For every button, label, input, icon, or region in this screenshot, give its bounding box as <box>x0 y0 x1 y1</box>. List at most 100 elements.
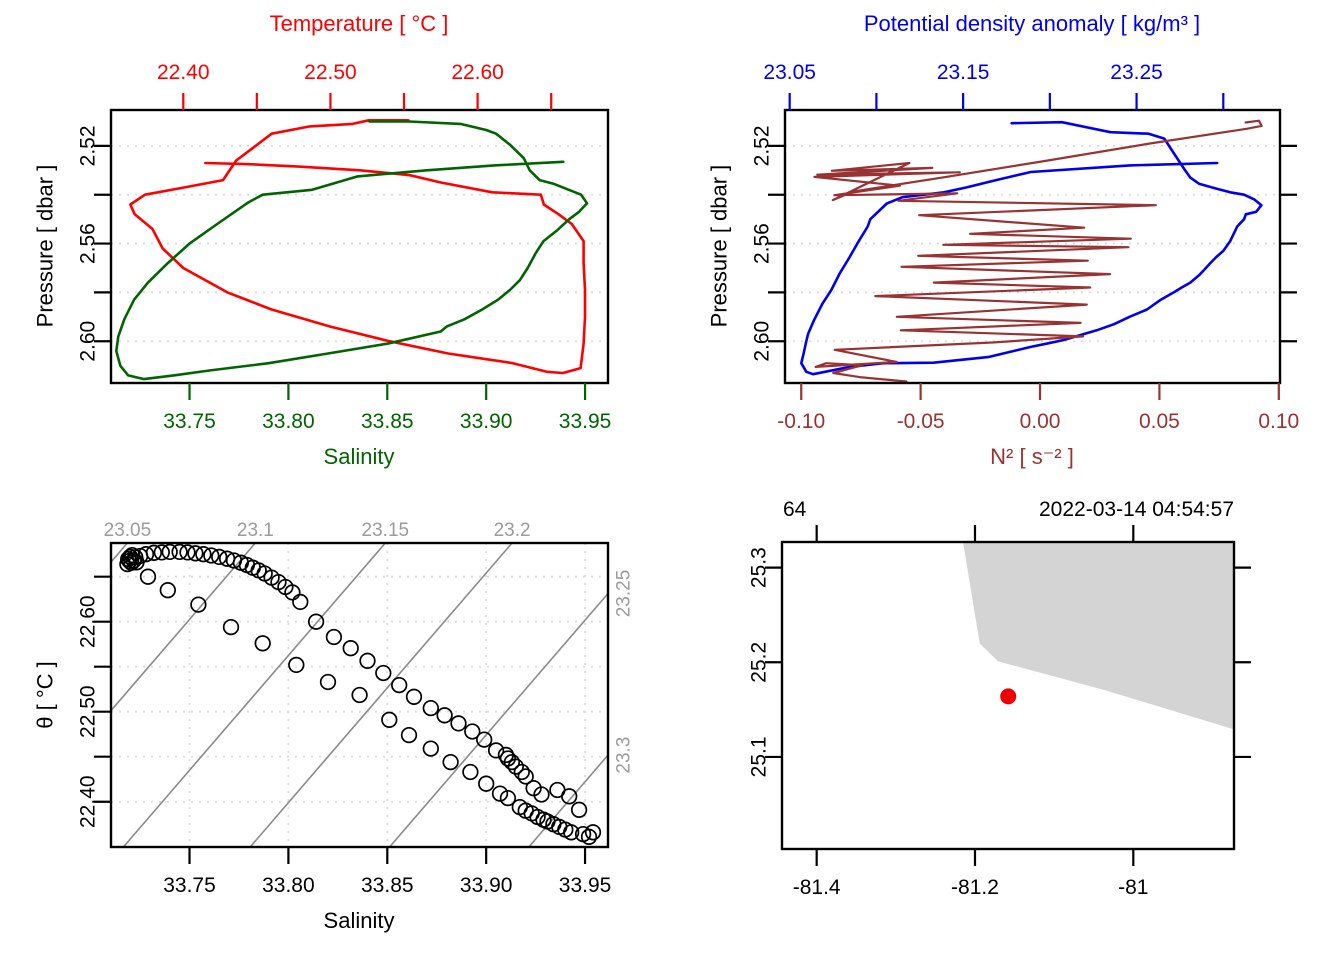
plot-box <box>783 108 1282 385</box>
potential-density-anomaly-curve <box>800 120 1263 376</box>
bottom-axis-tick-label: 0.05 <box>1139 410 1180 433</box>
data-point <box>203 547 220 564</box>
plot-area-map: -81.4 -81.2 -81 25.1 25.2 25.3 <box>747 525 1251 899</box>
salinity-axis-title: Salinity <box>324 444 395 469</box>
salinity-curve <box>115 120 589 381</box>
data-point <box>153 544 170 561</box>
left-axis-tick-label: 2.52 <box>750 125 773 166</box>
left-axis-tick-label: 22.60 <box>76 595 99 648</box>
land-polygon <box>963 542 1234 730</box>
data-point <box>442 753 459 771</box>
data-point <box>195 546 212 563</box>
data-point <box>292 593 309 611</box>
data-point <box>139 568 157 585</box>
bottom-axis-tick-label: 33.75 <box>163 874 216 897</box>
data-point <box>319 673 337 691</box>
data-point <box>307 613 325 630</box>
isopycnal-line <box>110 542 256 712</box>
data-point <box>584 824 602 841</box>
data-point <box>491 785 509 802</box>
bottom-axis-tick-label: 0.00 <box>1020 410 1061 433</box>
left-axis-tick-label: 22.50 <box>76 685 99 738</box>
isopycnal-line <box>528 754 609 848</box>
isopycnal-line <box>249 542 513 848</box>
data-point <box>436 707 453 724</box>
plot-area-profile-ts: 22.40 22.50 22.60 33.75 33.80 33.85 33.90 33.95… <box>76 61 611 433</box>
data-point <box>405 688 423 705</box>
data-point <box>422 740 439 757</box>
data-point <box>284 584 301 601</box>
isopycnal-label: 23.05 <box>104 520 152 541</box>
bottom-axis-tick-label: -81.4 <box>793 876 841 899</box>
top-axis-tick-label: 22.40 <box>157 61 210 84</box>
isopycnal-line <box>110 542 129 563</box>
data-point <box>476 731 493 748</box>
data-point <box>145 544 163 561</box>
data-point <box>161 543 178 561</box>
top-axis-tick-label: 23.25 <box>1110 61 1163 84</box>
isopycnal-label: 23.1 <box>237 520 274 541</box>
theta-axis-title: θ [ °C ] <box>33 661 58 728</box>
data-point <box>187 545 204 562</box>
data-point <box>503 753 521 771</box>
data-point <box>179 544 196 561</box>
isopycnal-line <box>388 592 609 848</box>
data-point <box>325 628 343 646</box>
data-point <box>400 726 418 744</box>
isopycnal-label: 23.2 <box>494 520 531 541</box>
bottom-axis-tick-label: 0.10 <box>1258 410 1299 433</box>
left-axis-tick-label: 2.52 <box>76 125 99 166</box>
salinity-axis-title: Salinity <box>324 908 395 933</box>
station-number-label: 64 <box>783 498 807 521</box>
data-point <box>464 723 481 740</box>
left-axis-tick-label: 2.60 <box>750 321 773 362</box>
data-point <box>171 543 188 561</box>
data-point <box>137 546 155 563</box>
data-point <box>391 676 408 694</box>
data-point <box>254 635 271 652</box>
data-point <box>513 763 530 781</box>
data-point <box>381 711 398 728</box>
temperature-curve <box>129 119 587 375</box>
data-point <box>533 786 550 803</box>
data-point <box>478 775 495 792</box>
left-axis-tick-label: 2.56 <box>76 223 99 264</box>
temperature-axis-title: Temperature [ °C ] <box>270 11 449 36</box>
left-axis-tick-label: 2.56 <box>750 223 773 264</box>
data-point <box>450 715 467 732</box>
isopycnal-label: 23.15 <box>362 520 410 541</box>
bottom-axis-tick-label: 33.95 <box>559 874 612 897</box>
left-axis-tick-label: 2.60 <box>76 321 99 362</box>
plot-area-ts-diagram: 23.05 23.1 23.15 23.2 23.25 23.3 33.75 33.80 33.… <box>76 520 634 897</box>
data-point <box>359 652 376 669</box>
station-point <box>1000 688 1017 705</box>
gridlines <box>111 144 608 343</box>
bottom-axis-tick-label: -81 <box>1118 876 1148 899</box>
data-point <box>563 824 580 841</box>
data-point <box>190 596 207 613</box>
left-axis-tick-label: 25.1 <box>747 736 770 777</box>
data-point <box>351 686 368 704</box>
data-point <box>499 789 517 807</box>
data-point <box>222 618 240 636</box>
data-point <box>570 801 588 818</box>
n2-axis-title: N² [ s⁻² ] <box>990 444 1074 469</box>
bottom-axis-tick-label: 33.90 <box>460 874 513 897</box>
bottom-axis-tick-label: 33.85 <box>361 874 414 897</box>
data-point <box>580 828 598 845</box>
bottom-axis-tick-label: -81.2 <box>951 876 999 899</box>
left-axis-tick-label: 22.40 <box>76 775 99 828</box>
data-point <box>375 664 392 682</box>
bottom-axis-tick-label: -0.05 <box>897 410 945 433</box>
isopycnal-label: 23.3 <box>614 737 635 774</box>
bottom-axis-tick-label: 33.90 <box>460 410 513 433</box>
scatter-points <box>119 543 602 845</box>
plot-box <box>109 541 610 849</box>
gridlines <box>110 542 609 848</box>
top-axis-tick-label: 22.60 <box>451 61 504 84</box>
pressure-axis-title: Pressure [ dbar ] <box>33 165 58 328</box>
data-point <box>288 656 305 674</box>
